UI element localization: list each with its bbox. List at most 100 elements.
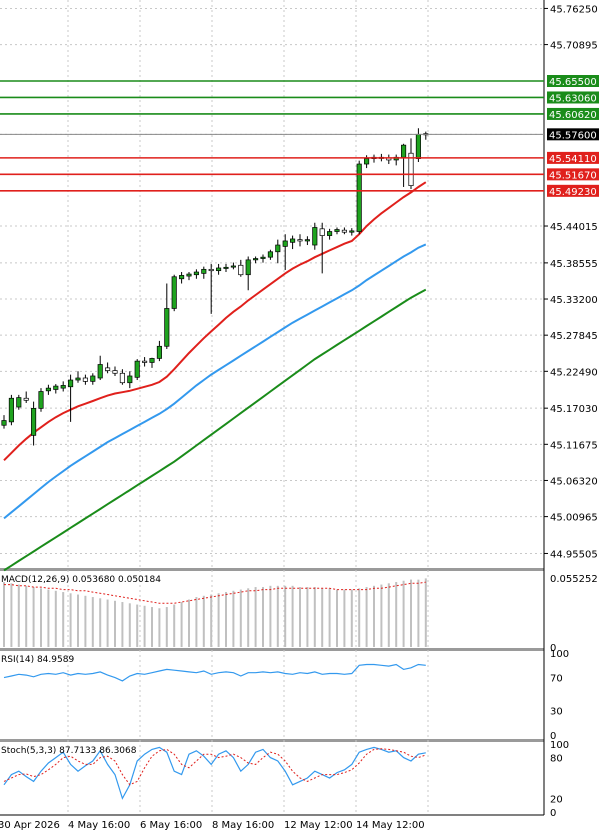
candle-body	[38, 391, 44, 409]
candle-body	[245, 259, 251, 276]
candle	[327, 228, 333, 240]
price-tick-label: 45.27845	[550, 331, 598, 342]
candle-body	[341, 229, 347, 233]
candle-body	[401, 144, 407, 158]
candle	[282, 234, 288, 270]
candle-body	[253, 258, 259, 261]
candle-body	[327, 231, 333, 236]
candle-body	[304, 239, 310, 242]
price-level-badge	[547, 184, 599, 197]
price-axis: 45.76250 45.70895 45.44015 45.38555 45.33200…	[544, 4, 599, 560]
candle	[60, 381, 66, 392]
time-label: 30 Apr 2026	[0, 820, 60, 831]
candle-body	[290, 238, 296, 243]
candle	[142, 357, 148, 367]
candle	[423, 131, 429, 140]
candle-body	[23, 397, 29, 401]
candle	[408, 138, 414, 189]
candle	[38, 388, 44, 412]
moving-averages	[3, 181, 427, 572]
price-level-label: 45.63060	[549, 93, 597, 104]
candle-body	[179, 275, 185, 280]
macd-signal-line	[4, 581, 426, 604]
candle-body	[119, 372, 125, 384]
ma-mid-line	[3, 243, 427, 520]
stoch-axis-label: 0	[550, 808, 556, 819]
candle-body	[127, 375, 133, 384]
candle-body	[223, 266, 229, 269]
candle	[275, 239, 281, 264]
candle	[112, 366, 118, 376]
candle	[208, 263, 214, 314]
candle	[260, 254, 266, 263]
time-label: 6 May 16:00	[140, 820, 202, 831]
candle-body	[312, 227, 318, 246]
candle-body	[349, 230, 355, 233]
price-level-badge	[547, 168, 599, 181]
rsi-label: RSI(14) 84.9589	[1, 655, 74, 665]
candle-body	[201, 268, 207, 274]
price-tick-label: 45.76250	[550, 4, 598, 15]
price-tick-label: 45.44015	[550, 222, 598, 233]
price-tick-label: 45.17030	[550, 404, 598, 415]
rsi-axis-label: 0	[550, 731, 556, 742]
candle-body	[364, 158, 370, 165]
candle-body	[171, 276, 177, 309]
price-tick-label: 45.00965	[550, 513, 598, 524]
price-level-label: 45.65500	[549, 77, 597, 88]
candle	[23, 391, 29, 403]
stoch-signal-line	[3, 748, 426, 786]
candles	[1, 128, 429, 446]
candle-body	[260, 256, 266, 259]
candle	[134, 359, 140, 381]
candle	[149, 357, 155, 368]
time-label: 12 May 12:00	[284, 820, 353, 831]
candle	[401, 143, 407, 187]
candle	[75, 371, 81, 383]
candle	[216, 263, 222, 275]
candle-body	[60, 385, 66, 389]
candle	[267, 249, 273, 260]
rsi-panel: 100 70 30 0	[3, 649, 569, 742]
stoch-axis-label: 20	[550, 794, 563, 805]
candle	[16, 394, 22, 410]
candle	[105, 362, 111, 374]
candle	[245, 256, 251, 291]
macd-axis-label: 0.055252	[550, 574, 598, 585]
candle-body	[164, 308, 170, 347]
ma-slow-line	[3, 288, 427, 572]
candle	[82, 374, 88, 385]
candle	[356, 160, 362, 235]
candle-body	[142, 360, 148, 363]
macd-panel: 0.055252 0	[3, 574, 598, 654]
candle	[31, 401, 37, 446]
time-label: 14 May 12:00	[356, 820, 425, 831]
price-level-label: 45.57600	[549, 130, 597, 141]
candle-body	[334, 229, 340, 232]
candle	[186, 272, 192, 281]
candle	[312, 222, 318, 250]
candle	[341, 227, 347, 235]
candle-body	[230, 265, 236, 268]
stoch-main-line	[3, 746, 426, 800]
candle	[68, 374, 74, 422]
candle-body	[193, 271, 199, 276]
price-level-label: 45.54110	[549, 154, 597, 165]
candle	[1, 415, 7, 429]
candle	[415, 128, 421, 162]
price-tick-label: 45.06320	[550, 476, 598, 487]
stoch-separator	[0, 739, 544, 742]
candle-body	[31, 408, 37, 436]
candle-body	[156, 345, 162, 359]
candle	[238, 259, 244, 277]
candle-body	[97, 364, 103, 379]
candle	[393, 154, 399, 166]
candle	[290, 235, 296, 250]
price-tick-label: 45.11675	[550, 440, 598, 451]
candle-body	[275, 244, 281, 253]
candle-body	[90, 375, 96, 382]
candle	[164, 283, 170, 349]
price-level-label: 45.49230	[549, 187, 597, 198]
candle	[230, 262, 236, 270]
